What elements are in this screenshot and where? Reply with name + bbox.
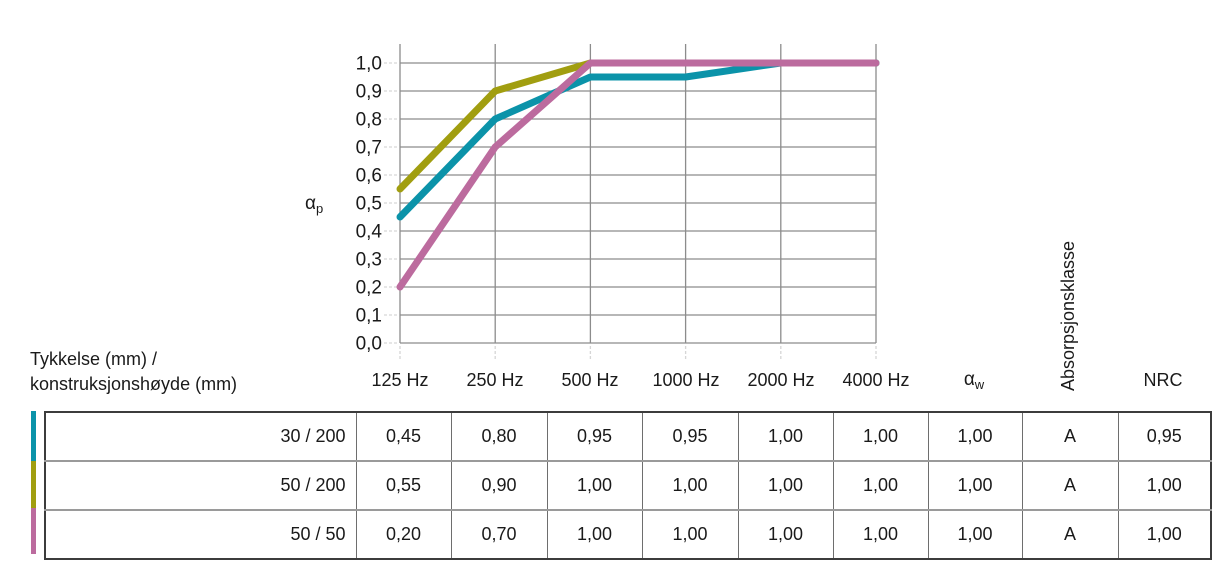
alpha-subscript: p [315,201,324,216]
y-tick-label: 0,0 [356,334,382,355]
cell-500hz: 1,00 [546,460,642,510]
cell-absorption-class: A [1021,412,1118,461]
nrc-column-header: NRC [1143,370,1183,390]
row-label: 50 / 200 [45,460,356,510]
cell-125hz: 0,45 [355,412,451,461]
cell-alpha-w: 1,00 [927,412,1022,461]
cell-4000hz: 1,00 [832,460,928,510]
absorption-class-column-header: Absorpsjonsklasse [1058,240,1078,391]
y-tick-label: 0,4 [356,222,383,243]
cell-250hz: 0,70 [450,509,547,559]
cell-1000hz: 1,00 [641,460,738,510]
absorption-data-table: 30 / 200 0,45 0,80 0,95 0,95 1,00 1,00 1… [44,411,1212,560]
cell-125hz: 0,20 [355,509,451,559]
alpha-w-subscript: w [974,377,985,392]
table-corner-label: Tykkelse (mm) / konstruksjonshøyde (mm) [30,347,237,397]
legend-marker-50-200 [31,461,36,508]
y-tick-label: 0,3 [356,250,382,271]
cell-250hz: 0,90 [450,460,547,510]
freq-label-125hz: 125 Hz [371,370,429,390]
cell-absorption-class: A [1021,509,1118,559]
freq-label-4000hz: 4000 Hz [842,370,910,390]
cell-alpha-w: 1,00 [927,509,1022,559]
corner-label-line2: konstruksjonshøyde (mm) [30,374,238,394]
series-line-50/50 [396,59,880,291]
table-row: 50 / 200 0,55 0,90 1,00 1,00 1,00 1,00 1… [45,460,1211,510]
cell-absorption-class: A [1021,460,1118,510]
y-tick-label: 0,6 [356,166,382,187]
cell-1000hz: 1,00 [641,509,738,559]
y-axis-title: αp [305,192,323,221]
alpha-w-symbol: α [963,369,975,390]
freq-label-1000hz: 1000 Hz [652,370,720,390]
cell-500hz: 1,00 [546,509,642,559]
cell-125hz: 0,55 [355,460,451,510]
cell-500hz: 0,95 [546,412,642,461]
cell-2000hz: 1,00 [737,509,833,559]
cell-alpha-w: 1,00 [927,460,1022,510]
freq-label-500hz: 500 Hz [561,370,619,390]
table-row: 50 / 50 0,20 0,70 1,00 1,00 1,00 1,00 1,… [45,509,1211,559]
y-tick-label: 0,5 [356,194,382,215]
y-tick-label: 0,8 [356,110,382,131]
cell-2000hz: 1,00 [737,460,833,510]
cell-1000hz: 0,95 [641,412,738,461]
legend-marker-30-200 [31,411,36,461]
cell-nrc: 1,00 [1117,460,1211,510]
cell-2000hz: 1,00 [737,412,833,461]
cell-250hz: 0,80 [450,412,547,461]
cell-nrc: 1,00 [1117,509,1211,559]
series-line-30/200 [396,59,880,221]
freq-label-2000hz: 2000 Hz [747,370,815,390]
alpha-w-column-header: αw [964,368,984,392]
series-legend-bar [31,411,36,554]
cell-4000hz: 1,00 [832,412,928,461]
cell-4000hz: 1,00 [832,509,928,559]
freq-label-250hz: 250 Hz [466,370,524,390]
row-label: 50 / 50 [45,509,356,559]
row-label: 30 / 200 [280,426,346,446]
absorption-coefficient-chart: 0,0 0,1 0,2 0,3 0,4 0,5 0,6 0,7 0,8 0,9 1,0 [356,44,880,359]
y-tick-label: 0,9 [356,82,382,103]
y-tick-label: 0,2 [356,278,382,299]
alpha-symbol: α [305,193,316,214]
y-tick-label: 1,0 [356,54,382,75]
cell-nrc: 0,95 [1117,412,1211,461]
legend-marker-50-50 [31,508,36,554]
y-tick-label: 0,1 [356,306,382,327]
y-tick-label: 0,7 [356,138,382,159]
series-line-50/200 [396,59,880,193]
corner-label-line1: Tykkelse (mm) / [30,349,158,369]
table-row: 30 / 200 0,45 0,80 0,95 0,95 1,00 1,00 1… [45,412,1211,461]
